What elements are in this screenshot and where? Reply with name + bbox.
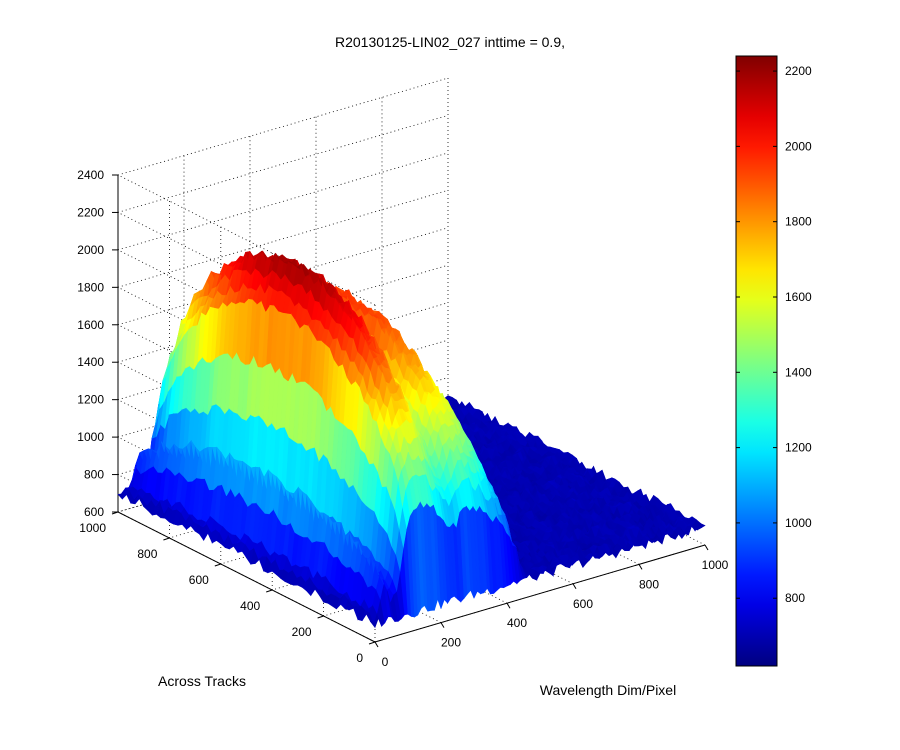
y-axis-line bbox=[117, 511, 376, 643]
x-axis-line bbox=[374, 544, 706, 643]
grid-line-y bbox=[168, 201, 500, 539]
surface-plot bbox=[117, 250, 706, 629]
axes-layer bbox=[117, 175, 706, 643]
